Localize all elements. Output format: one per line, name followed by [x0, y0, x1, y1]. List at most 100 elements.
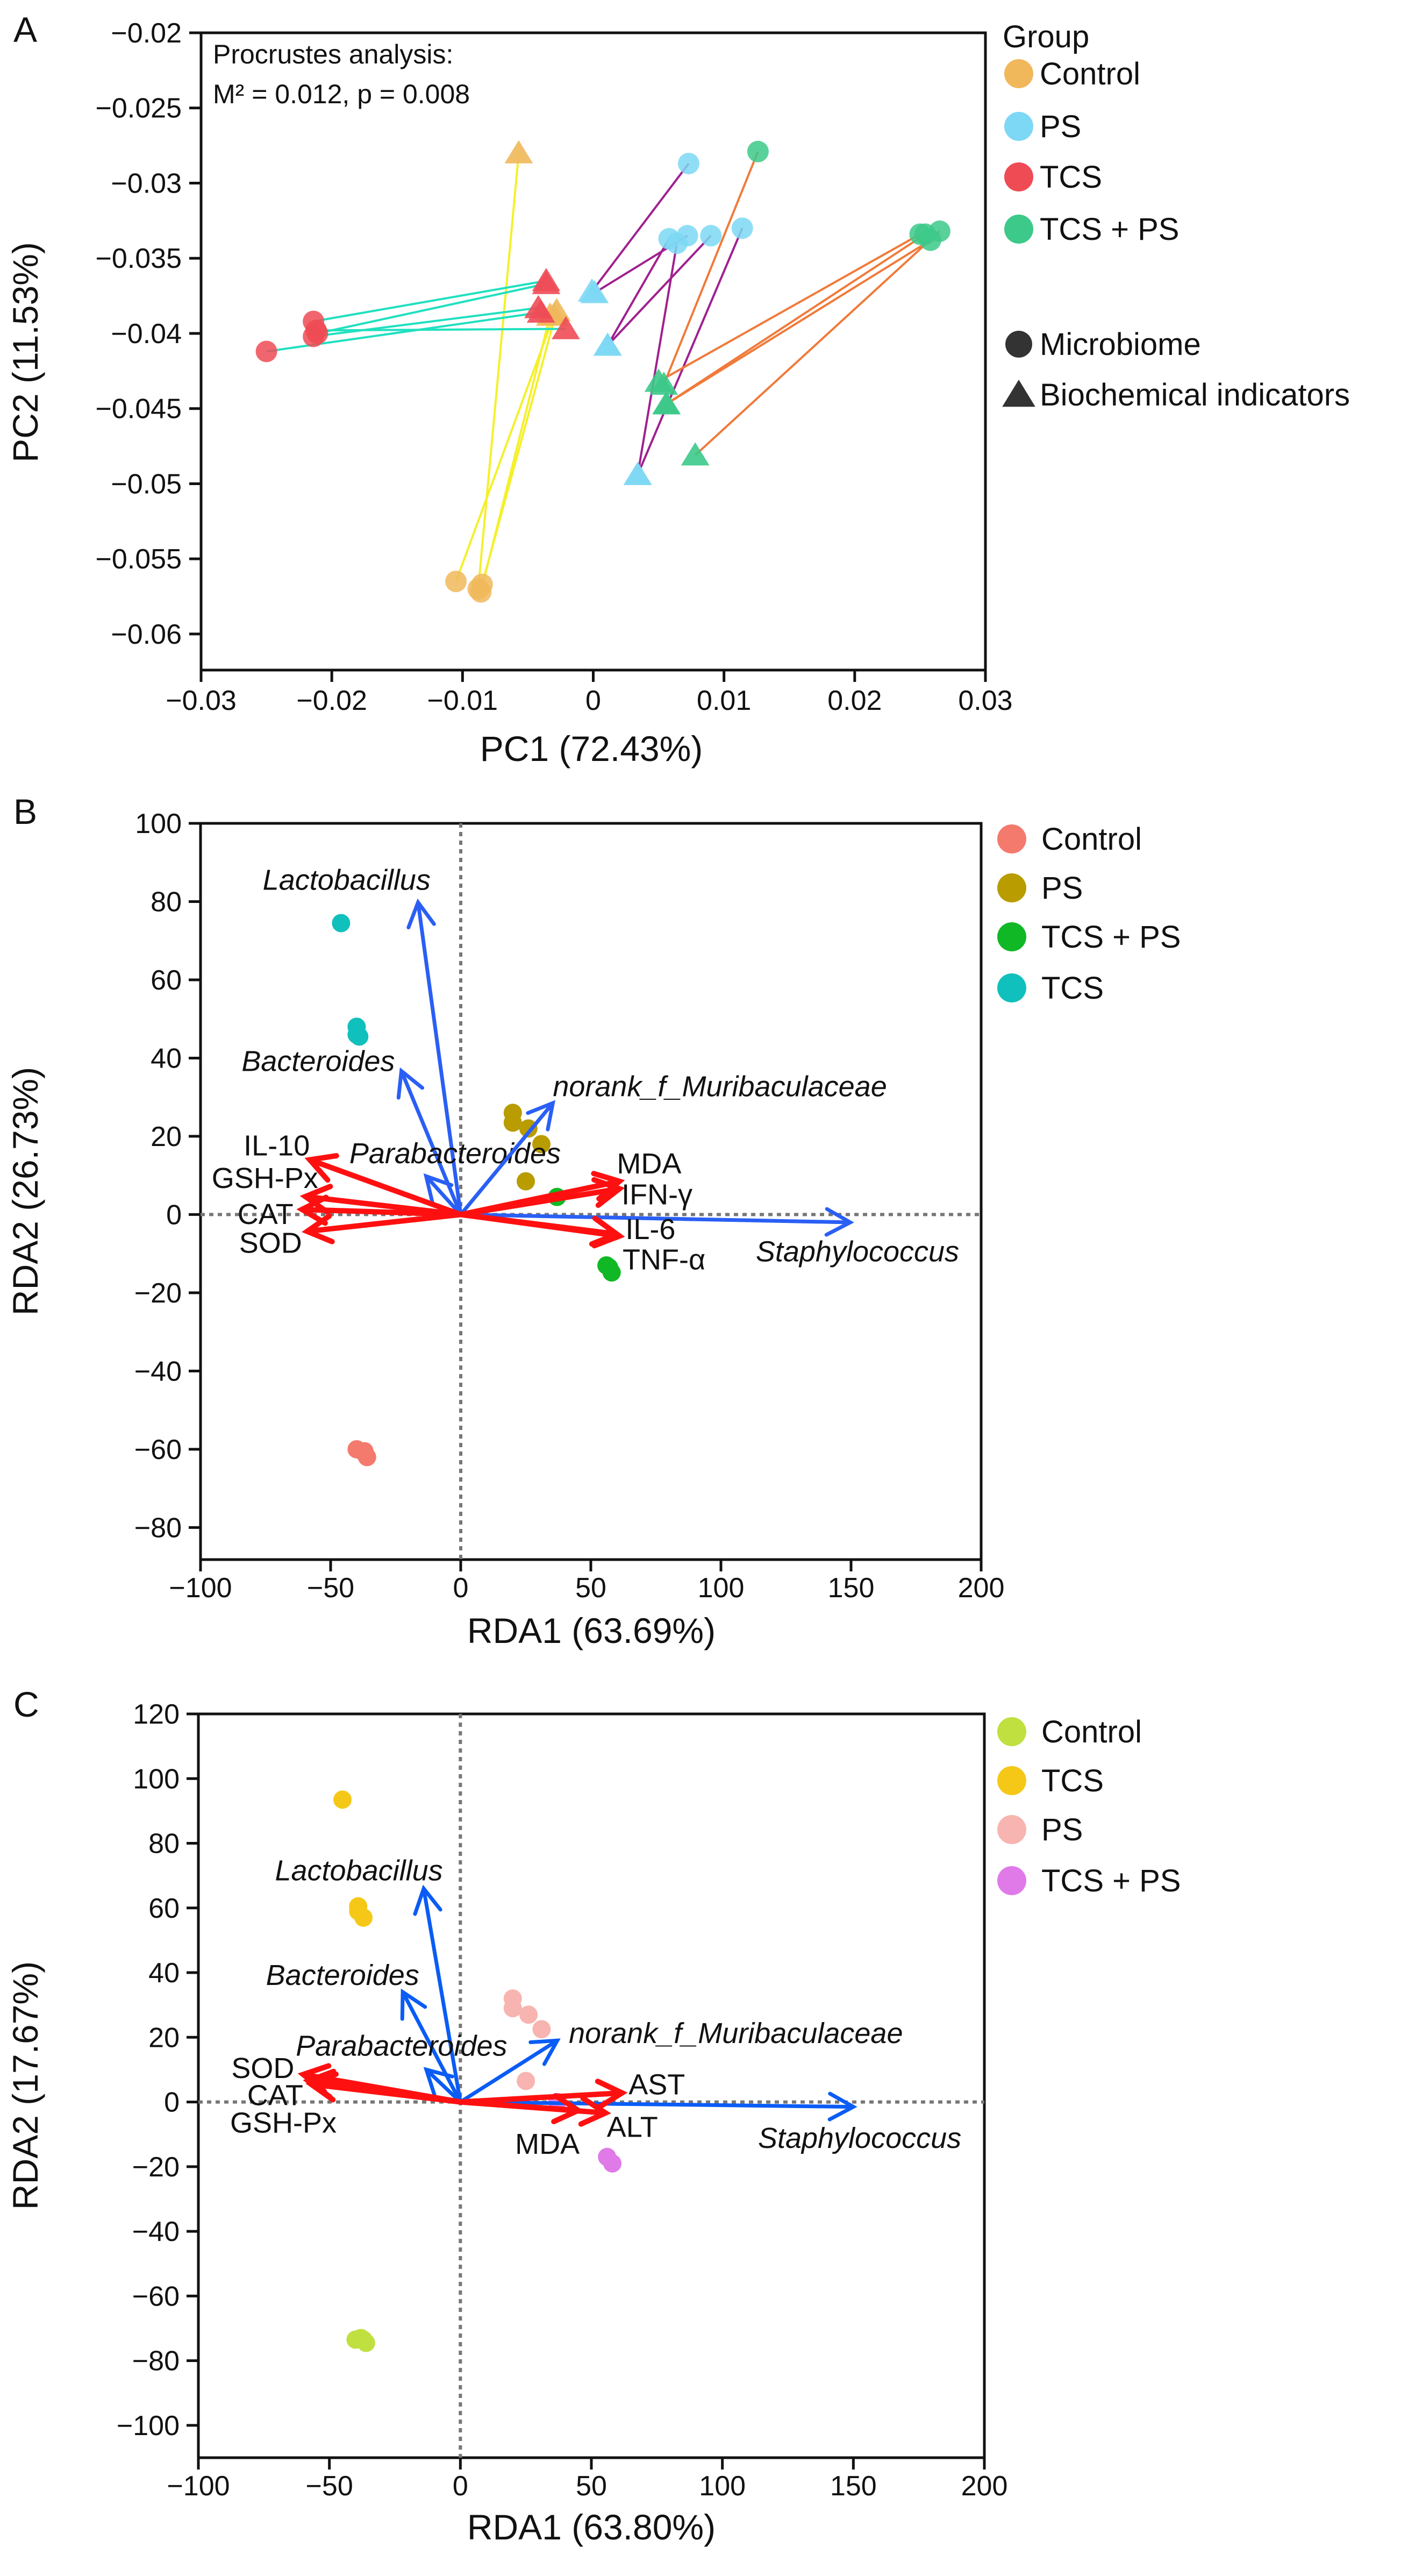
x-tick-label: 0.02 [827, 685, 882, 716]
x-tick-label: 200 [958, 1572, 1005, 1604]
arrow-label-gsh-px: GSH-Px [230, 2107, 337, 2139]
arrow-label-gsh-px: GSH-Px [212, 1162, 318, 1194]
y-tick-label: 20 [151, 1121, 182, 1152]
arrow-cat [296, 1194, 463, 1226]
y-tick-label: −60 [134, 1434, 182, 1465]
x-tick-label: −50 [306, 2471, 353, 2502]
y-tick-label: −0.03 [111, 168, 182, 199]
sample-point-ps [503, 1113, 522, 1132]
arrow-label-sod: SOD [239, 1227, 302, 1259]
procrustes-title: Procrustes analysis: [213, 39, 453, 69]
sample-point-tcs [333, 1790, 352, 1809]
x-tick-label: 100 [699, 2471, 746, 2502]
x-tick-label: 0 [453, 1572, 469, 1604]
arrow-label-staphylococcus: Staphylococcus [758, 2122, 961, 2154]
y-tick-label: −0.025 [96, 93, 182, 124]
y-tick-label: 80 [148, 1828, 180, 1860]
y-tick-label: −0.02 [111, 18, 182, 49]
procrustes-link-tcs [313, 280, 547, 323]
legend-label-tcs-ps: TCS + PS [1041, 920, 1181, 955]
legend-marker-tcs-ps [1004, 215, 1033, 244]
y-tick-label: −0.055 [96, 544, 182, 575]
procrustes-link-control [477, 153, 520, 589]
legend-marker-tcs-ps [997, 1866, 1026, 1895]
sample-point-ps [532, 2020, 551, 2039]
legend-marker-tcs [997, 973, 1026, 1002]
arrow-label-norank-f-muribaculaceae: norank_f_Muribaculaceae [553, 1071, 887, 1103]
sample-point-ps [517, 2072, 535, 2090]
y-tick-label: −20 [132, 2152, 180, 2183]
microbiome-point-control [471, 573, 493, 595]
y-tick-label: −0.04 [111, 318, 182, 350]
microbiome-point-control [445, 571, 467, 593]
y-tick-label: −0.045 [96, 394, 182, 425]
arrow-label-parabacteroides: Parabacteroides [296, 2030, 507, 2062]
biochemical-point-tcs [532, 271, 561, 294]
sample-point-ps [519, 2005, 538, 2024]
y-tick-label: 100 [135, 808, 182, 839]
y-tick-label: 20 [148, 2022, 180, 2053]
legend-marker-control [997, 824, 1026, 853]
y-tick-label: 80 [151, 886, 182, 917]
arrow-sod [302, 1212, 463, 1244]
biochemical-point-tcs [552, 316, 580, 339]
arrow-label-bacteroides: Bacteroides [266, 1959, 419, 1991]
legend-label-ps: PS [1041, 871, 1083, 906]
x-tick-label: 50 [575, 1572, 606, 1604]
legend-marker-tcs [997, 1766, 1026, 1795]
arrow-label-ast: AST [628, 2069, 685, 2101]
legend-label-tcs-ps: TCS + PS [1041, 1863, 1181, 1898]
sample-point-ps [519, 1119, 538, 1138]
sample-point-ps [532, 1135, 551, 1154]
legend-marker-control [997, 1717, 1026, 1746]
procrustes-link-control [481, 310, 558, 585]
legend-label-tcs-ps: TCS + PS [1040, 212, 1179, 247]
y-tick-label: 40 [151, 1043, 182, 1074]
legend-label-ps: PS [1040, 109, 1081, 144]
legend-label-tcs: TCS [1040, 160, 1102, 195]
legend-label-control: Control [1040, 56, 1140, 91]
plot-frame [199, 31, 987, 672]
arrow-staphylococcus [458, 2091, 857, 2122]
legend-marker-ps [1004, 112, 1033, 141]
microbiome-point-tcs [255, 340, 277, 362]
microbiome-point-ps [700, 225, 722, 247]
biochemical-point-control [504, 140, 533, 163]
y-tick-label: −60 [132, 2281, 180, 2312]
arrow-label-norank-f-muribaculaceae: norank_f_Muribaculaceae [569, 2017, 903, 2050]
y-tick-label: −0.06 [111, 619, 182, 650]
sample-point-tcs [350, 1027, 369, 1046]
y-tick-label: 60 [151, 965, 182, 996]
arrow-label-il-10: IL-10 [244, 1130, 310, 1162]
arrow-label-parabacteroides: Parabacteroides [349, 1137, 561, 1170]
legend-marker-ps [997, 873, 1026, 902]
arrow-tnf [458, 1212, 623, 1247]
y-tick-label: −100 [117, 2410, 180, 2442]
procrustes-link-tcs [316, 328, 566, 332]
procrustes-link-tcs-ps [658, 233, 921, 383]
sample-point-control [352, 2329, 370, 2347]
x-tick-label: −0.01 [427, 685, 498, 716]
arrow-label-cat: CAT [247, 2080, 303, 2112]
arrow-label-il-6: IL-6 [625, 1213, 675, 1246]
sample-point-tcs-ps [602, 1263, 621, 1282]
procrustes-link-tcs [317, 282, 547, 335]
sample-point-tcs [332, 914, 351, 933]
biochemical-point-tcs [526, 299, 555, 323]
arrow-parabacteroides [423, 2067, 462, 2104]
arrow-mda [458, 2093, 584, 2124]
arrow-label-alt: ALT [607, 2111, 658, 2144]
y-tick-label: −0.035 [96, 243, 182, 274]
legend-marker-ps [997, 1815, 1026, 1844]
arrow-label-sod: SOD [231, 2052, 294, 2084]
y-tick-label: 100 [133, 1763, 180, 1795]
arrow-label-tnf: TNF-α [623, 1243, 705, 1276]
x-tick-label: 200 [961, 2471, 1008, 2502]
arrow-norank-f-muribaculaceae [458, 2038, 561, 2104]
x-tick-label: −50 [307, 1572, 354, 1604]
procrustes-link-tcs-ps [694, 230, 941, 456]
legend-triangle-icon [1002, 380, 1035, 407]
legend-circle-icon [1005, 331, 1032, 358]
y-tick-label: −80 [132, 2346, 180, 2377]
biochemical-point-ps [593, 332, 622, 356]
